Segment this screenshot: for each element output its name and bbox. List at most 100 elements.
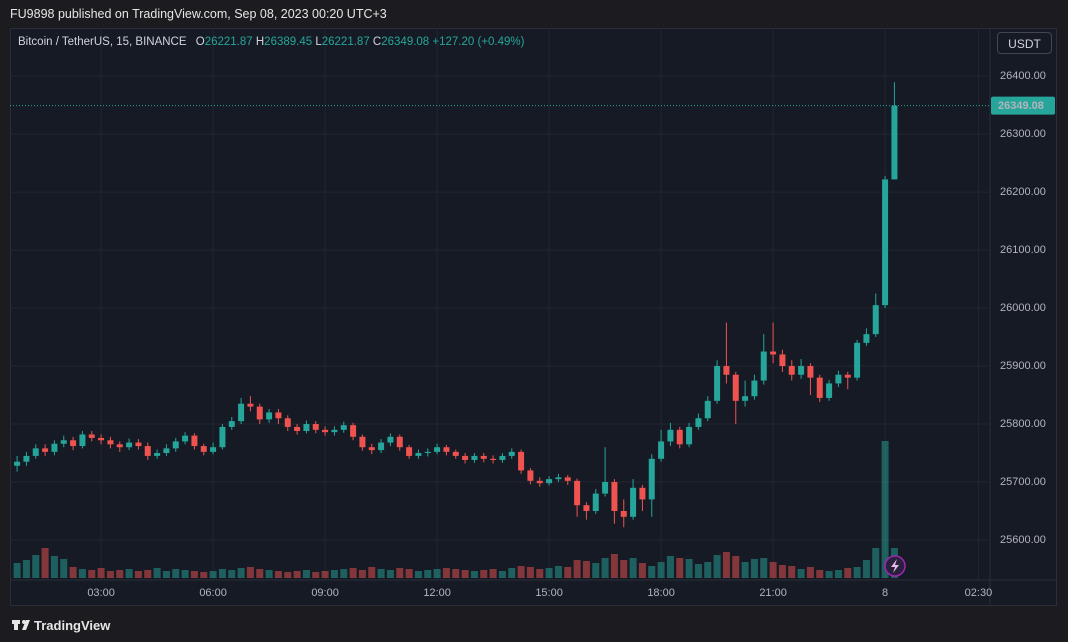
x-tick-label: 21:00	[759, 587, 787, 599]
logo	[12, 620, 30, 630]
volume-bar	[741, 562, 749, 578]
volume-bar	[106, 571, 114, 578]
volume-bar	[246, 567, 254, 578]
volume-bar	[330, 570, 338, 578]
candle-body	[126, 442, 133, 448]
candle-body	[882, 179, 889, 306]
candle-body	[163, 448, 170, 454]
x-tick-label: 06:00	[199, 587, 227, 599]
candle-body	[583, 505, 590, 511]
volume-bar	[50, 556, 58, 578]
candle-body	[854, 342, 861, 378]
volume-bar	[60, 559, 68, 578]
candle-body	[863, 334, 870, 343]
currency-button[interactable]: USDT	[997, 32, 1052, 54]
candle-body	[135, 442, 142, 447]
volume-bar	[881, 441, 889, 578]
candle-body	[630, 487, 637, 517]
candle-body	[191, 435, 198, 447]
volume-bar	[265, 570, 273, 578]
candle-body	[51, 443, 58, 452]
last-price-label: 26349.08	[998, 100, 1044, 112]
volume-bar	[377, 569, 385, 578]
volume-bar	[209, 571, 217, 578]
ohlc-value: 26389.45	[264, 36, 313, 48]
y-tick-label: 26000.00	[1000, 302, 1046, 314]
candle-body	[714, 366, 721, 401]
candle-body	[732, 374, 739, 401]
volume-bar	[153, 568, 161, 578]
volume-bar	[489, 569, 497, 578]
volume-bar	[181, 570, 189, 578]
candle-body	[452, 451, 459, 456]
candle-body	[788, 366, 795, 375]
candle-body	[807, 366, 814, 378]
candle-body	[527, 470, 534, 481]
volume-bar	[638, 563, 646, 578]
candle-body	[424, 451, 431, 454]
volume-bar	[750, 559, 758, 578]
volume-bar	[237, 568, 245, 578]
volume-bar	[293, 571, 301, 578]
volume-bar	[218, 569, 226, 578]
candle-body	[284, 418, 291, 427]
candle-body	[574, 480, 581, 506]
candle-body	[378, 442, 385, 451]
volume-bar	[442, 568, 450, 578]
volume-bar	[853, 567, 861, 578]
volume-bar	[172, 569, 180, 578]
x-tick-label: 03:00	[87, 587, 115, 599]
candle-body	[172, 441, 179, 449]
candle-body	[32, 448, 39, 456]
volume-bar	[722, 552, 730, 578]
candle-body	[555, 477, 562, 480]
volume-bar	[461, 570, 469, 578]
brand: TradingView	[34, 618, 111, 633]
candle-body	[611, 482, 618, 511]
volume-bar	[452, 569, 460, 578]
x-tick-label: 15:00	[535, 587, 563, 599]
candle-body	[667, 429, 674, 442]
event-icon[interactable]	[884, 555, 906, 577]
volume-bar	[760, 558, 768, 578]
candle-body	[60, 440, 67, 444]
volume-bar	[592, 563, 600, 578]
volume-bar	[358, 570, 366, 578]
candle-body	[760, 351, 767, 381]
volume-bar	[312, 572, 320, 578]
candle-body	[602, 482, 609, 494]
candle-body	[471, 455, 478, 460]
candle-body	[107, 440, 114, 445]
candle-body	[247, 403, 254, 407]
volume-bar	[302, 570, 310, 578]
volume-bar	[704, 562, 712, 578]
candle-body	[200, 446, 207, 452]
candle-body	[891, 105, 898, 180]
candle-body	[98, 437, 105, 441]
x-tick-label: 18:00	[647, 587, 675, 599]
candle-body	[798, 366, 805, 375]
candle-body	[14, 461, 21, 466]
volume-bar	[676, 558, 684, 578]
volume-bar	[88, 570, 96, 578]
volume-bar	[582, 561, 590, 578]
y-tick-label: 25700.00	[1000, 476, 1046, 488]
candle-body	[42, 448, 49, 452]
volume-bar	[844, 568, 852, 578]
candle-body	[826, 383, 833, 398]
x-tick-label: 02:30	[965, 587, 993, 599]
volume-bar	[657, 562, 665, 578]
candle-body	[88, 434, 95, 438]
ohlc-key: C	[372, 36, 382, 48]
volume-bar	[349, 568, 357, 578]
volume-bar	[368, 567, 376, 578]
volume-bar	[825, 571, 833, 578]
volume-bar	[610, 554, 618, 578]
legend: Bitcoin / TetherUS, 15, BINANCE O26221.8…	[18, 36, 524, 48]
candle-body	[835, 374, 842, 384]
volume-bar	[508, 568, 516, 578]
x-tick-label: 09:00	[311, 587, 339, 599]
publisher-line: FU9898 published on TradingView.com, Sep…	[10, 7, 387, 21]
candle-body	[536, 480, 543, 484]
